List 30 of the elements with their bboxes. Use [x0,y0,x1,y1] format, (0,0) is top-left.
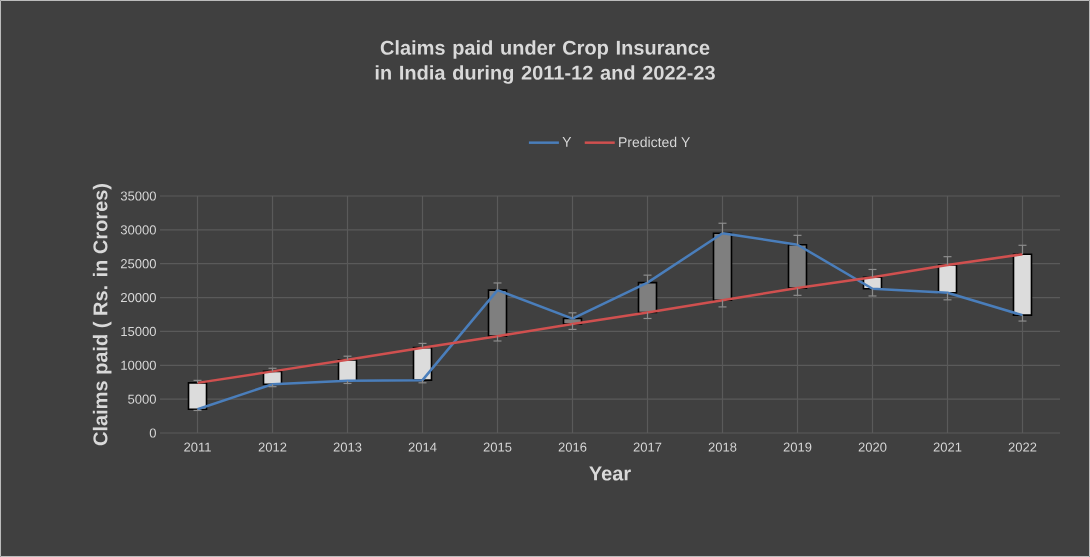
y-axis-title: Claims paid ( Rs. in Crores) [92,184,112,446]
x-tick-label: 2019 [783,442,812,452]
y-tick-label: 25000 [120,259,156,269]
x-tick-label: 2011 [184,442,211,452]
x-tick-label: 2013 [333,442,362,452]
x-tick-label: 2012 [258,442,287,452]
y-tick-label: 10000 [121,360,156,370]
y-tick-label: 5000 [128,394,156,404]
y-tick-label: 35000 [120,191,156,201]
legend-label: Predicted Y [619,136,691,148]
x-tick-label: 2015 [483,442,512,452]
y-tick-label: 30000 [120,225,156,235]
bar [712,232,733,302]
x-tick-label: 2020 [858,442,887,452]
line-series [196,231,1024,411]
chart-title: Claims paid under Crop Insurance in India during 2011-12 and 2022-23 [375,40,715,84]
x-tick-label: 2014 [408,442,437,452]
y-tick-label: 15000 [121,326,156,337]
x-tick-label: 2017 [633,442,662,452]
line-series [196,252,1024,385]
y-tick-label: 20000 [120,292,156,303]
bar [1012,253,1033,316]
x-tick-label: 2018 [708,442,737,452]
y-tick-label: 0 [149,428,156,438]
x-axis-title: Year [589,466,631,481]
x-tick-label: 2022 [1008,442,1037,452]
x-tick-label: 2021 [933,442,962,452]
x-tick-label: 2016 [558,442,587,452]
legend-label: Y [562,137,572,147]
bar [187,382,208,411]
